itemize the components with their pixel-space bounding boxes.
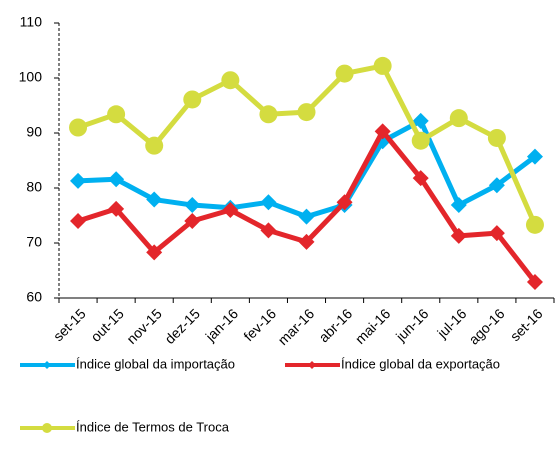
- marker: [335, 64, 354, 83]
- legend-marker: [42, 423, 52, 433]
- marker: [412, 170, 429, 187]
- legend-marker: [43, 361, 51, 369]
- series-line: [77, 118, 537, 220]
- legend-label: Índice global da exportação: [341, 356, 500, 371]
- marker: [184, 197, 201, 214]
- marker: [373, 56, 392, 75]
- marker: [374, 123, 391, 140]
- marker: [69, 118, 88, 137]
- marker: [298, 208, 315, 225]
- x-tick-label: mai-16: [352, 305, 394, 347]
- marker: [221, 71, 240, 90]
- marker: [297, 103, 316, 122]
- y-tick-label: 90: [26, 124, 42, 140]
- marker: [108, 171, 125, 188]
- legend-label: Índice global da importação: [76, 356, 235, 371]
- marker: [411, 131, 430, 150]
- marker: [412, 112, 429, 129]
- marker: [449, 109, 468, 128]
- x-tick-label: mar-16: [275, 305, 318, 348]
- marker: [450, 227, 467, 244]
- marker: [336, 194, 353, 211]
- marker: [260, 222, 277, 239]
- y-tick-label: 100: [19, 69, 43, 85]
- marker: [298, 233, 315, 250]
- y-tick-label: 80: [26, 179, 42, 195]
- marker: [487, 128, 506, 147]
- x-tick-label: set-15: [50, 305, 89, 344]
- y-tick-label: 70: [26, 234, 42, 250]
- x-tick-label: fev-16: [240, 305, 279, 344]
- series-line: [77, 128, 537, 284]
- marker: [526, 148, 543, 165]
- x-tick-label: dez-15: [161, 305, 203, 347]
- legend-marker: [308, 361, 316, 369]
- x-tick-label: jan-16: [202, 305, 242, 345]
- marker: [108, 200, 125, 217]
- marker: [146, 191, 163, 208]
- marker: [70, 172, 87, 189]
- y-tick-label: 110: [20, 14, 43, 30]
- y-tick-label: 60: [26, 289, 42, 305]
- x-tick-label: abr-16: [315, 305, 355, 345]
- marker: [526, 274, 543, 291]
- x-tick-label: jun-16: [392, 305, 432, 345]
- marker: [488, 177, 505, 194]
- x-tick-label: ago-16: [465, 305, 507, 347]
- marker: [450, 197, 467, 214]
- marker: [260, 194, 277, 211]
- marker: [183, 90, 202, 109]
- marker: [145, 136, 164, 155]
- marker: [70, 213, 87, 229]
- x-tick-label: nov-15: [123, 305, 165, 347]
- marker: [488, 225, 505, 242]
- x-tick-label: out-15: [87, 305, 127, 345]
- marker: [146, 244, 163, 261]
- legend-label: Índice de Termos de Troca: [76, 419, 230, 434]
- marker: [107, 105, 126, 124]
- marker: [259, 105, 278, 124]
- marker: [184, 213, 201, 229]
- marker: [222, 202, 239, 218]
- marker: [525, 215, 544, 234]
- x-tick-label: set-16: [507, 305, 546, 344]
